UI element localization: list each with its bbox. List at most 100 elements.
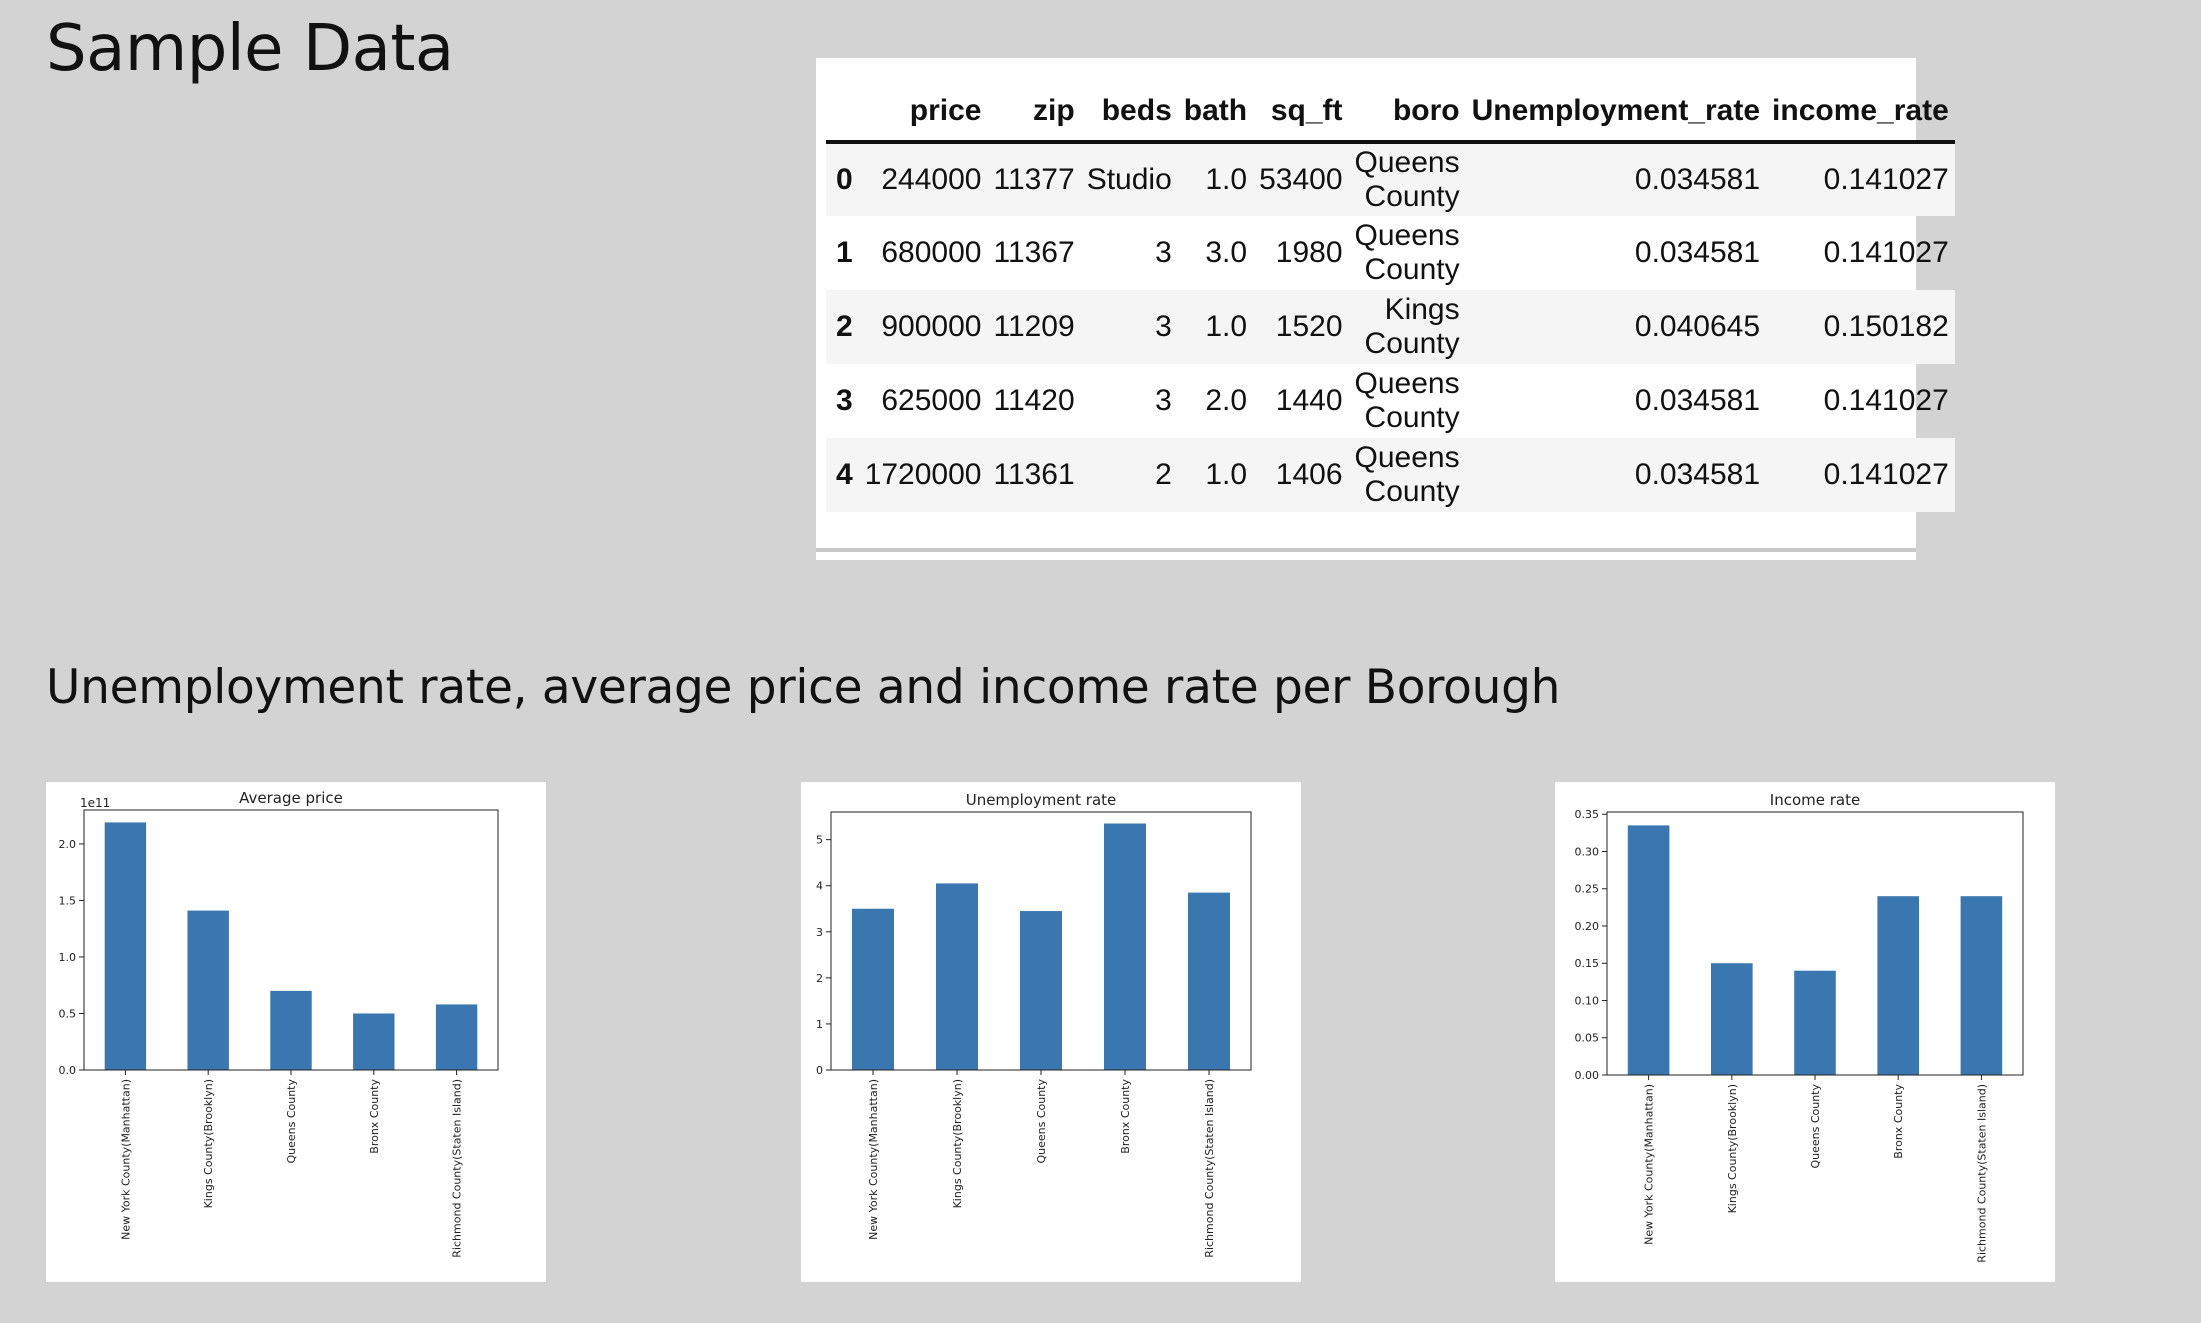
section-heading: Unemployment rate, average price and inc… (46, 660, 1561, 715)
y-tick-label: 2.0 (59, 838, 77, 851)
bar (1877, 896, 1919, 1075)
table-cell-price: 680000 (881, 236, 982, 269)
table-cell-price: 900000 (881, 310, 982, 343)
table-row: 0 244000 11377 Studio 1.0 53400 Queens County 0… (826, 142, 1955, 216)
plot-frame (830, 811, 1252, 1071)
y-tick-label: 0.15 (1575, 957, 1600, 970)
table-cell-price: 244000 (881, 163, 982, 196)
column-header-income-rate: income_rate (1766, 82, 1955, 144)
table-cell-sq_ft: 1520 (1275, 310, 1343, 343)
table-row: 4 1720000 11361 2 1.0 1406 Queens County 0.0345… (826, 438, 1955, 512)
column-header-unemployment-rate: Unemployment_rate (1465, 82, 1767, 144)
column-header-bath: bath (1177, 82, 1254, 144)
y-tick-label: 0.05 (1575, 1032, 1600, 1045)
table-cell-boro: Queens County (1354, 441, 1460, 508)
table-cell-beds: 2 (1155, 458, 1172, 491)
bar (104, 822, 147, 1070)
unemployment-rate-chart-svg: Unemployment rate 0 1 2 3 4 5 New York County(M… (816, 791, 1252, 1258)
y-tick-label: 4 (816, 880, 823, 893)
unemployment-rate-chart: Unemployment rate 0 1 2 3 4 5 New York County(M… (801, 782, 1301, 1282)
x-tick-label: Kings County(Brooklyn) (202, 1079, 215, 1208)
table-row: 2 900000 11209 3 1.0 1520 Kings County 0.040645… (826, 290, 1955, 364)
table-cell-sq_ft: 1440 (1275, 384, 1343, 417)
table-row: 1 680000 11367 3 3.0 1980 Queens County 0.03458… (826, 216, 1955, 290)
y-tick-label: 0.10 (1575, 994, 1600, 1007)
x-tick-label: New York County(Manhattan) (1643, 1084, 1656, 1245)
table-cell-bath: 1.0 (1205, 163, 1248, 196)
table-cell-income-rate: 0.141027 (1823, 236, 1949, 269)
bar (1104, 823, 1146, 1070)
plot-frame (83, 809, 499, 1071)
x-tick-label: Bronx County (1892, 1084, 1905, 1159)
table-cell-beds: 3 (1155, 384, 1172, 417)
bar (936, 883, 978, 1070)
y-tick-label: 1.0 (59, 951, 77, 964)
bar (435, 1004, 478, 1070)
x-tick-label: Queens County (1809, 1084, 1822, 1169)
x-tick-label: Kings County(Brooklyn) (1726, 1084, 1739, 1213)
x-tick-label: Queens County (1035, 1079, 1048, 1164)
column-header-price: price (858, 82, 988, 144)
column-header-boro: boro (1348, 82, 1466, 144)
x-tick-label: New York County(Manhattan) (867, 1079, 880, 1240)
table-cell-income-rate: 0.141027 (1823, 384, 1949, 417)
table-cell-income-rate: 0.141027 (1823, 458, 1949, 491)
bar (1794, 970, 1836, 1075)
sample-data-table: price zip beds bath sq_ft boro Unemployment_ra… (826, 82, 1955, 512)
y-tick-label: 0.0 (59, 1064, 77, 1077)
y-tick-label: 0.5 (59, 1007, 77, 1020)
row-index: 3 (836, 384, 853, 417)
row-index: 0 (836, 163, 853, 196)
sample-data-table-card: price zip beds bath sq_ft boro Unemployment_ra… (816, 58, 1955, 560)
table-cell-unemployment-rate: 0.034581 (1634, 384, 1761, 417)
average-price-chart: Average price 1e11 0.0 0.5 1.0 1.5 2.0 New York… (46, 782, 546, 1282)
table-cell-unemployment-rate: 0.034581 (1634, 163, 1761, 196)
table-cell-unemployment-rate: 0.034581 (1634, 236, 1761, 269)
table-cell-income-rate: 0.141027 (1823, 163, 1949, 196)
table-cell-sq_ft: 1406 (1275, 458, 1343, 491)
y-tick-label: 0.20 (1575, 920, 1600, 933)
average-price-chart-svg: Average price 1e11 0.0 0.5 1.0 1.5 2.0 New York… (59, 789, 499, 1258)
x-tick-label: Bronx County (368, 1079, 381, 1154)
income-rate-chart: Income rate 0.00 0.05 0.10 0.15 0.20 0.25 0.30 0… (1555, 782, 2055, 1282)
bar (353, 1013, 395, 1070)
table-cell-beds: Studio (1086, 163, 1172, 196)
y-tick-label: 0.30 (1575, 845, 1600, 858)
income-rate-chart-svg: Income rate 0.00 0.05 0.10 0.15 0.20 0.25 0.30 0… (1575, 791, 2024, 1263)
table-cell-zip: 11420 (993, 384, 1075, 417)
table-cell-beds: 3 (1155, 236, 1172, 269)
x-tick-label: Queens County (285, 1079, 298, 1164)
x-tick-label: New York County(Manhattan) (119, 1079, 132, 1240)
x-tick-label: Richmond County(Staten Island) (1975, 1084, 1988, 1263)
table-scrollbar-track (816, 548, 1916, 552)
x-tick-label: Kings County(Brooklyn) (951, 1079, 964, 1208)
table-row: 3 625000 11420 3 2.0 1440 Queens County 0.03458… (826, 364, 1955, 438)
table-cell-unemployment-rate: 0.040645 (1634, 310, 1761, 343)
table-cell-price: 625000 (881, 384, 982, 417)
table-cell-bath: 3.0 (1205, 236, 1248, 269)
chart-title: Average price (239, 789, 343, 807)
table-cell-bath: 2.0 (1205, 384, 1248, 417)
y-tick-label: 5 (816, 834, 823, 847)
sample-data-heading: Sample Data (46, 12, 454, 86)
bar (187, 910, 229, 1070)
table-cell-unemployment-rate: 0.034581 (1634, 458, 1761, 491)
column-header-beds: beds (1080, 82, 1178, 144)
table-cell-price: 1720000 (864, 458, 982, 491)
x-tick-label: Bronx County (1119, 1079, 1132, 1154)
table-cell-zip: 11361 (993, 458, 1075, 491)
table-cell-beds: 3 (1155, 310, 1172, 343)
bar (852, 908, 894, 1070)
y-tick-label: 1.5 (59, 894, 77, 907)
row-index: 2 (836, 310, 853, 343)
y-tick-label: 0.35 (1575, 808, 1600, 821)
table-cell-boro: Kings County (1364, 293, 1460, 360)
table-cell-income-rate: 0.150182 (1823, 310, 1949, 343)
table-cell-sq_ft: 53400 (1259, 163, 1343, 196)
bar (1627, 825, 1670, 1075)
table-header-row: price zip beds bath sq_ft boro Unemployment_ra… (826, 82, 1955, 144)
bar (1711, 963, 1753, 1075)
table-cell-zip: 11377 (993, 163, 1075, 196)
bar (1188, 892, 1230, 1070)
table-cell-sq_ft: 1980 (1275, 236, 1343, 269)
